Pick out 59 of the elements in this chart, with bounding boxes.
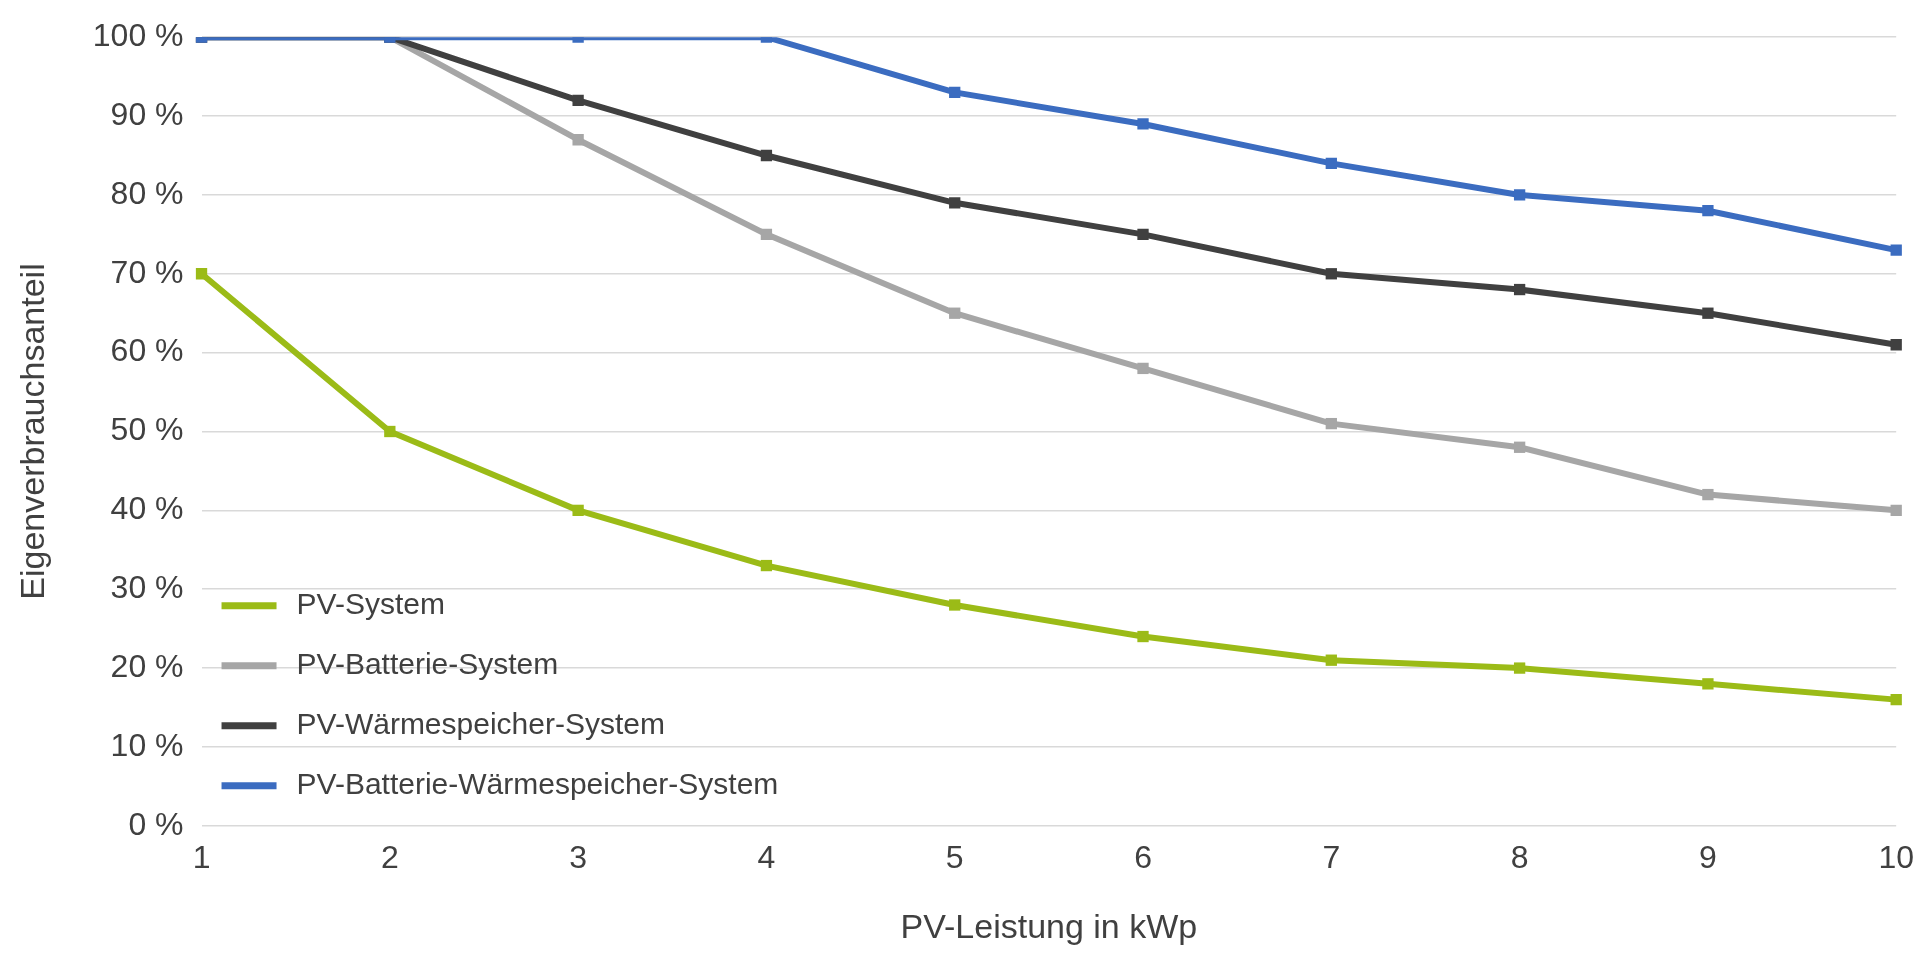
point xyxy=(1890,504,1902,517)
point xyxy=(760,559,773,572)
point xyxy=(572,134,584,146)
x-tick-label: 3 xyxy=(569,838,588,875)
point xyxy=(195,268,208,280)
point xyxy=(1513,441,1526,453)
x-tick-label: 4 xyxy=(757,838,776,875)
point xyxy=(760,149,773,162)
y-tick-label: 60 % xyxy=(110,332,184,369)
legend-label: PV-Batterie-Wärmespeicher-System xyxy=(296,767,779,801)
point xyxy=(1137,362,1149,375)
point xyxy=(1513,283,1526,296)
point xyxy=(1702,307,1714,319)
x-tick-label: 10 xyxy=(1878,838,1914,875)
x-tick-label: 1 xyxy=(192,838,211,875)
point xyxy=(384,425,396,438)
x-tick-label: 7 xyxy=(1322,838,1341,875)
x-tick-label: 8 xyxy=(1510,838,1529,875)
point xyxy=(1325,654,1337,666)
point xyxy=(1702,205,1714,217)
y-axis-title: Eigenverbrauchsanteil xyxy=(12,263,51,600)
y-tick-label: 90 % xyxy=(110,95,184,132)
x-tick-label: 6 xyxy=(1134,838,1152,875)
legend-label: PV-System xyxy=(296,587,445,621)
point xyxy=(1702,488,1714,501)
point xyxy=(1137,228,1149,241)
point xyxy=(572,504,584,517)
point xyxy=(1890,339,1902,351)
point xyxy=(1890,693,1902,706)
y-tick-label: 40 % xyxy=(110,490,184,527)
point xyxy=(1890,244,1902,256)
y-tick-label: 30 % xyxy=(110,569,184,606)
y-tick-label: 50 % xyxy=(110,411,184,448)
y-tick-label: 70 % xyxy=(110,253,184,290)
point xyxy=(949,599,961,611)
point xyxy=(760,228,773,241)
point xyxy=(1325,268,1337,280)
x-tick-label: 2 xyxy=(380,838,399,875)
point xyxy=(1702,678,1714,690)
x-tick-label: 9 xyxy=(1699,838,1717,875)
point xyxy=(949,197,961,209)
point xyxy=(949,307,961,319)
point xyxy=(949,86,961,99)
y-tick-label: 0 % xyxy=(128,805,184,842)
point xyxy=(1513,662,1526,674)
legend-label: PV-Batterie-System xyxy=(296,647,559,681)
y-tick-label: 80 % xyxy=(110,174,184,211)
point xyxy=(1137,118,1149,130)
point xyxy=(1137,630,1149,643)
x-tick-label: 5 xyxy=(945,838,964,875)
y-tick-label: 100 % xyxy=(92,17,184,54)
point xyxy=(1513,189,1526,201)
point xyxy=(1325,417,1337,430)
y-tick-label: 20 % xyxy=(110,647,184,684)
y-tick-label: 10 % xyxy=(110,726,184,763)
point xyxy=(572,94,584,106)
point xyxy=(1325,157,1337,170)
legend-label: PV-Wärmespeicher-System xyxy=(296,707,665,741)
x-axis-title: PV-Leistung in kWp xyxy=(900,906,1198,945)
